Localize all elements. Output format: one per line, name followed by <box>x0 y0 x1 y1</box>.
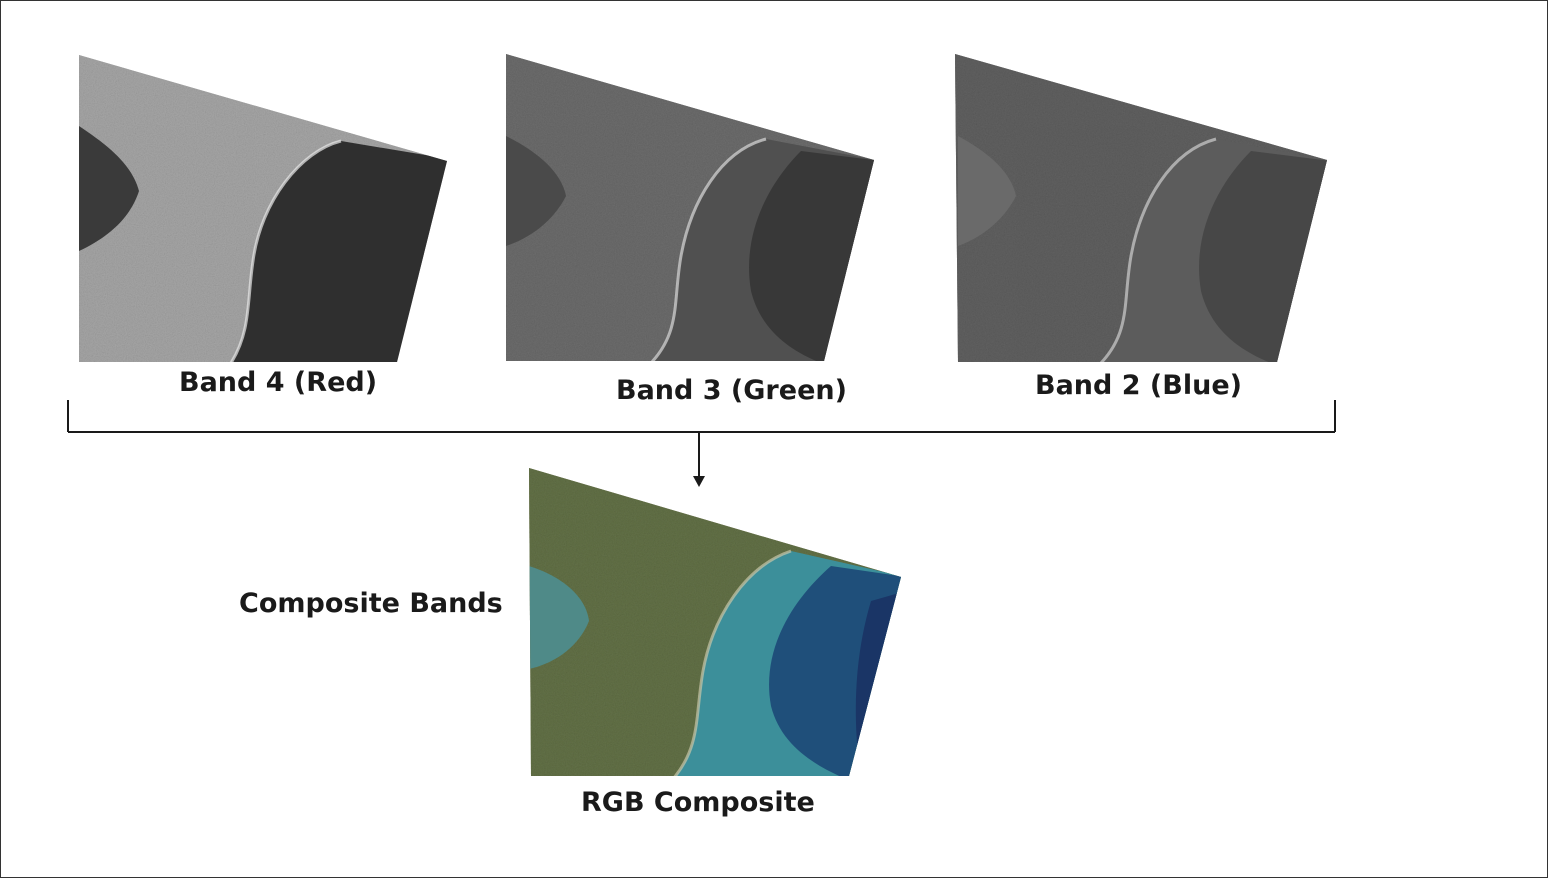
band-2-label: Band 2 (Blue) <box>1035 370 1242 401</box>
composite-bands-label: Composite Bands <box>239 588 503 619</box>
band-4-red-image <box>79 55 447 362</box>
band-4-label: Band 4 (Red) <box>179 367 378 398</box>
band-3-label: Band 3 (Green) <box>616 375 847 406</box>
rgb-composite-image <box>529 468 901 776</box>
band-2-blue-image <box>955 54 1327 362</box>
arrow-head <box>693 476 705 487</box>
bracket-connector <box>67 400 1336 479</box>
rgb-composite-label: RGB Composite <box>581 787 815 818</box>
band-3-green-image <box>506 54 874 361</box>
